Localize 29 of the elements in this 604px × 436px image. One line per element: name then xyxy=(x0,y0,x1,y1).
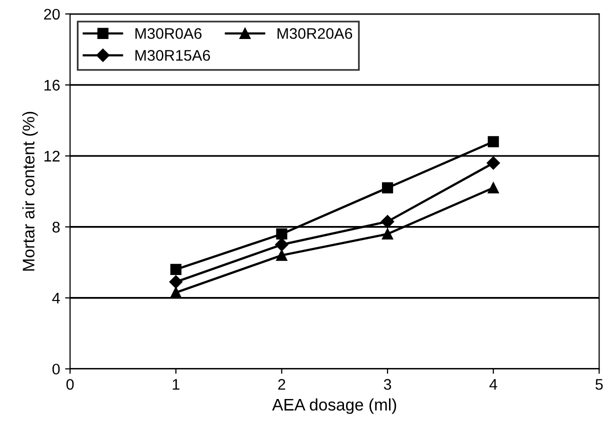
legend-label: M30R0A6 xyxy=(135,28,202,39)
y-tick-label: 16 xyxy=(44,80,60,91)
point xyxy=(382,228,394,240)
point xyxy=(382,182,394,194)
y-tick-label: 0 xyxy=(52,364,60,375)
point xyxy=(380,214,394,228)
x-tick-label: 3 xyxy=(384,378,392,390)
point xyxy=(486,156,500,170)
point xyxy=(488,182,499,194)
y-tick-label: 20 xyxy=(44,8,60,20)
x-tick-label: 4 xyxy=(489,379,498,390)
point xyxy=(169,275,182,288)
point xyxy=(276,250,288,261)
point xyxy=(170,286,182,298)
x-tick-label: 0 xyxy=(66,378,74,390)
x-axis-title: AEA dosage (ml) xyxy=(272,398,396,414)
x-tick-label: 5 xyxy=(596,379,603,390)
y-tick-label: 12 xyxy=(44,150,60,162)
point xyxy=(276,228,288,240)
point xyxy=(488,136,499,148)
legend-label: M30R15A6 xyxy=(135,50,210,61)
point xyxy=(275,238,288,252)
y-tick-label: 8 xyxy=(52,222,60,233)
legend-label: M30R20A6 xyxy=(278,28,352,39)
y-tick-label: 4 xyxy=(52,292,60,304)
y-axis-title: Mortar air content (%) xyxy=(22,112,38,271)
x-tick-label: 2 xyxy=(278,378,286,390)
x-tick-label: 1 xyxy=(172,379,180,390)
point xyxy=(170,264,182,276)
